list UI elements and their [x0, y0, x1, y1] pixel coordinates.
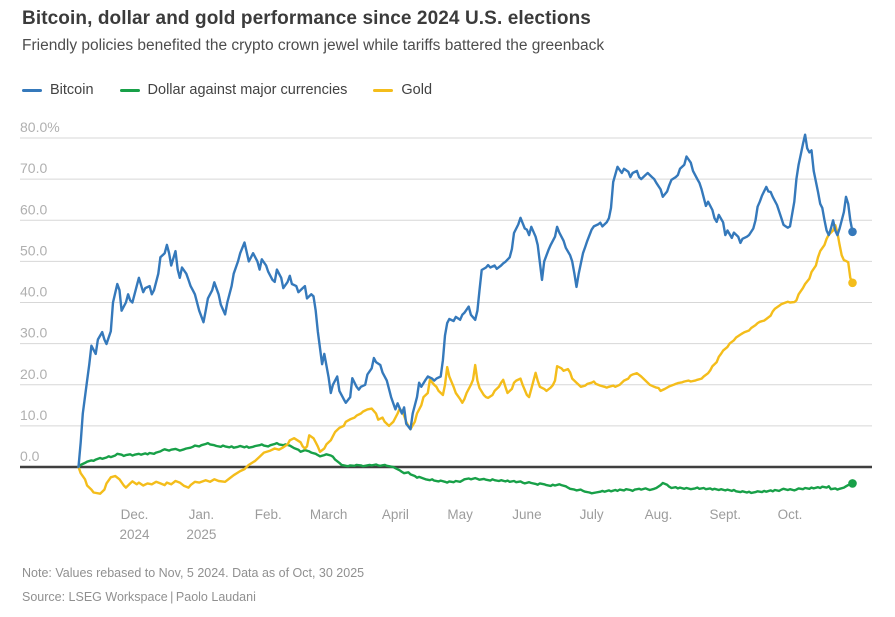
legend-item-bitcoin: Bitcoin [22, 82, 94, 98]
y-axis-label: 60.0 [20, 201, 47, 217]
y-axis-label: 10.0 [20, 407, 47, 423]
x-axis-label: July [580, 507, 604, 522]
y-axis-label: 70.0 [20, 160, 47, 176]
y-axis-label: 80.0% [20, 119, 60, 135]
x-axis-label: Oct. [778, 507, 803, 522]
y-axis-label: 50.0 [20, 242, 47, 258]
bitcoin-line-swatch-icon [22, 88, 42, 92]
legend-label: Dollar against major currencies [147, 82, 348, 98]
y-axis-label: 40.0 [20, 284, 47, 300]
chart-legend: Bitcoin Dollar against major currencies … [22, 82, 432, 98]
legend-item-dollar: Dollar against major currencies [119, 82, 348, 98]
x-axis-label: April [382, 507, 409, 522]
x-axis-label: Sept. [710, 507, 742, 522]
bitcoin-end-dot [848, 227, 857, 237]
x-axis-label: Jan. [189, 507, 215, 522]
y-axis-label: 30.0 [20, 325, 47, 341]
page-subtitle: Friendly policies benefited the crypto c… [22, 37, 605, 54]
dollar-end-dot [848, 479, 857, 488]
gold-line-swatch-icon [373, 88, 394, 92]
page-title: Bitcoin, dollar and gold performance sin… [22, 8, 591, 29]
chart-note: Note: Values rebased to Nov, 5 2024. Dat… [22, 566, 365, 580]
bitcoin-line [77, 133, 854, 469]
x-axis-label: May [447, 507, 473, 522]
legend-label: Bitcoin [50, 82, 94, 98]
chart-source: Source: LSEG Workspace | Paolo Laudani [22, 590, 256, 604]
performance-chart: 80.0% 70.0 60.0 50.0 40.0 30.0 20.0 10.0 0.0 Dec.… [20, 119, 872, 542]
x-axis-label: Feb. [255, 507, 282, 522]
x-axis-label: Dec. [121, 507, 149, 522]
x-axis-label: June [512, 507, 541, 522]
x-axis-year-label: 2025 [186, 527, 216, 542]
legend-label: Gold [401, 82, 433, 98]
dollar-line-swatch-icon [119, 88, 140, 92]
x-axis-label: March [310, 507, 348, 522]
y-axis-label: 0.0 [20, 448, 40, 464]
x-axis-year-label: 2024 [120, 527, 151, 542]
y-axis-label: 20.0 [20, 366, 47, 382]
dollar-line [77, 441, 854, 495]
legend-item-gold: Gold [373, 82, 432, 98]
gold-line [77, 223, 854, 495]
gold-end-dot [848, 278, 857, 288]
x-axis-label: Aug. [645, 507, 673, 522]
